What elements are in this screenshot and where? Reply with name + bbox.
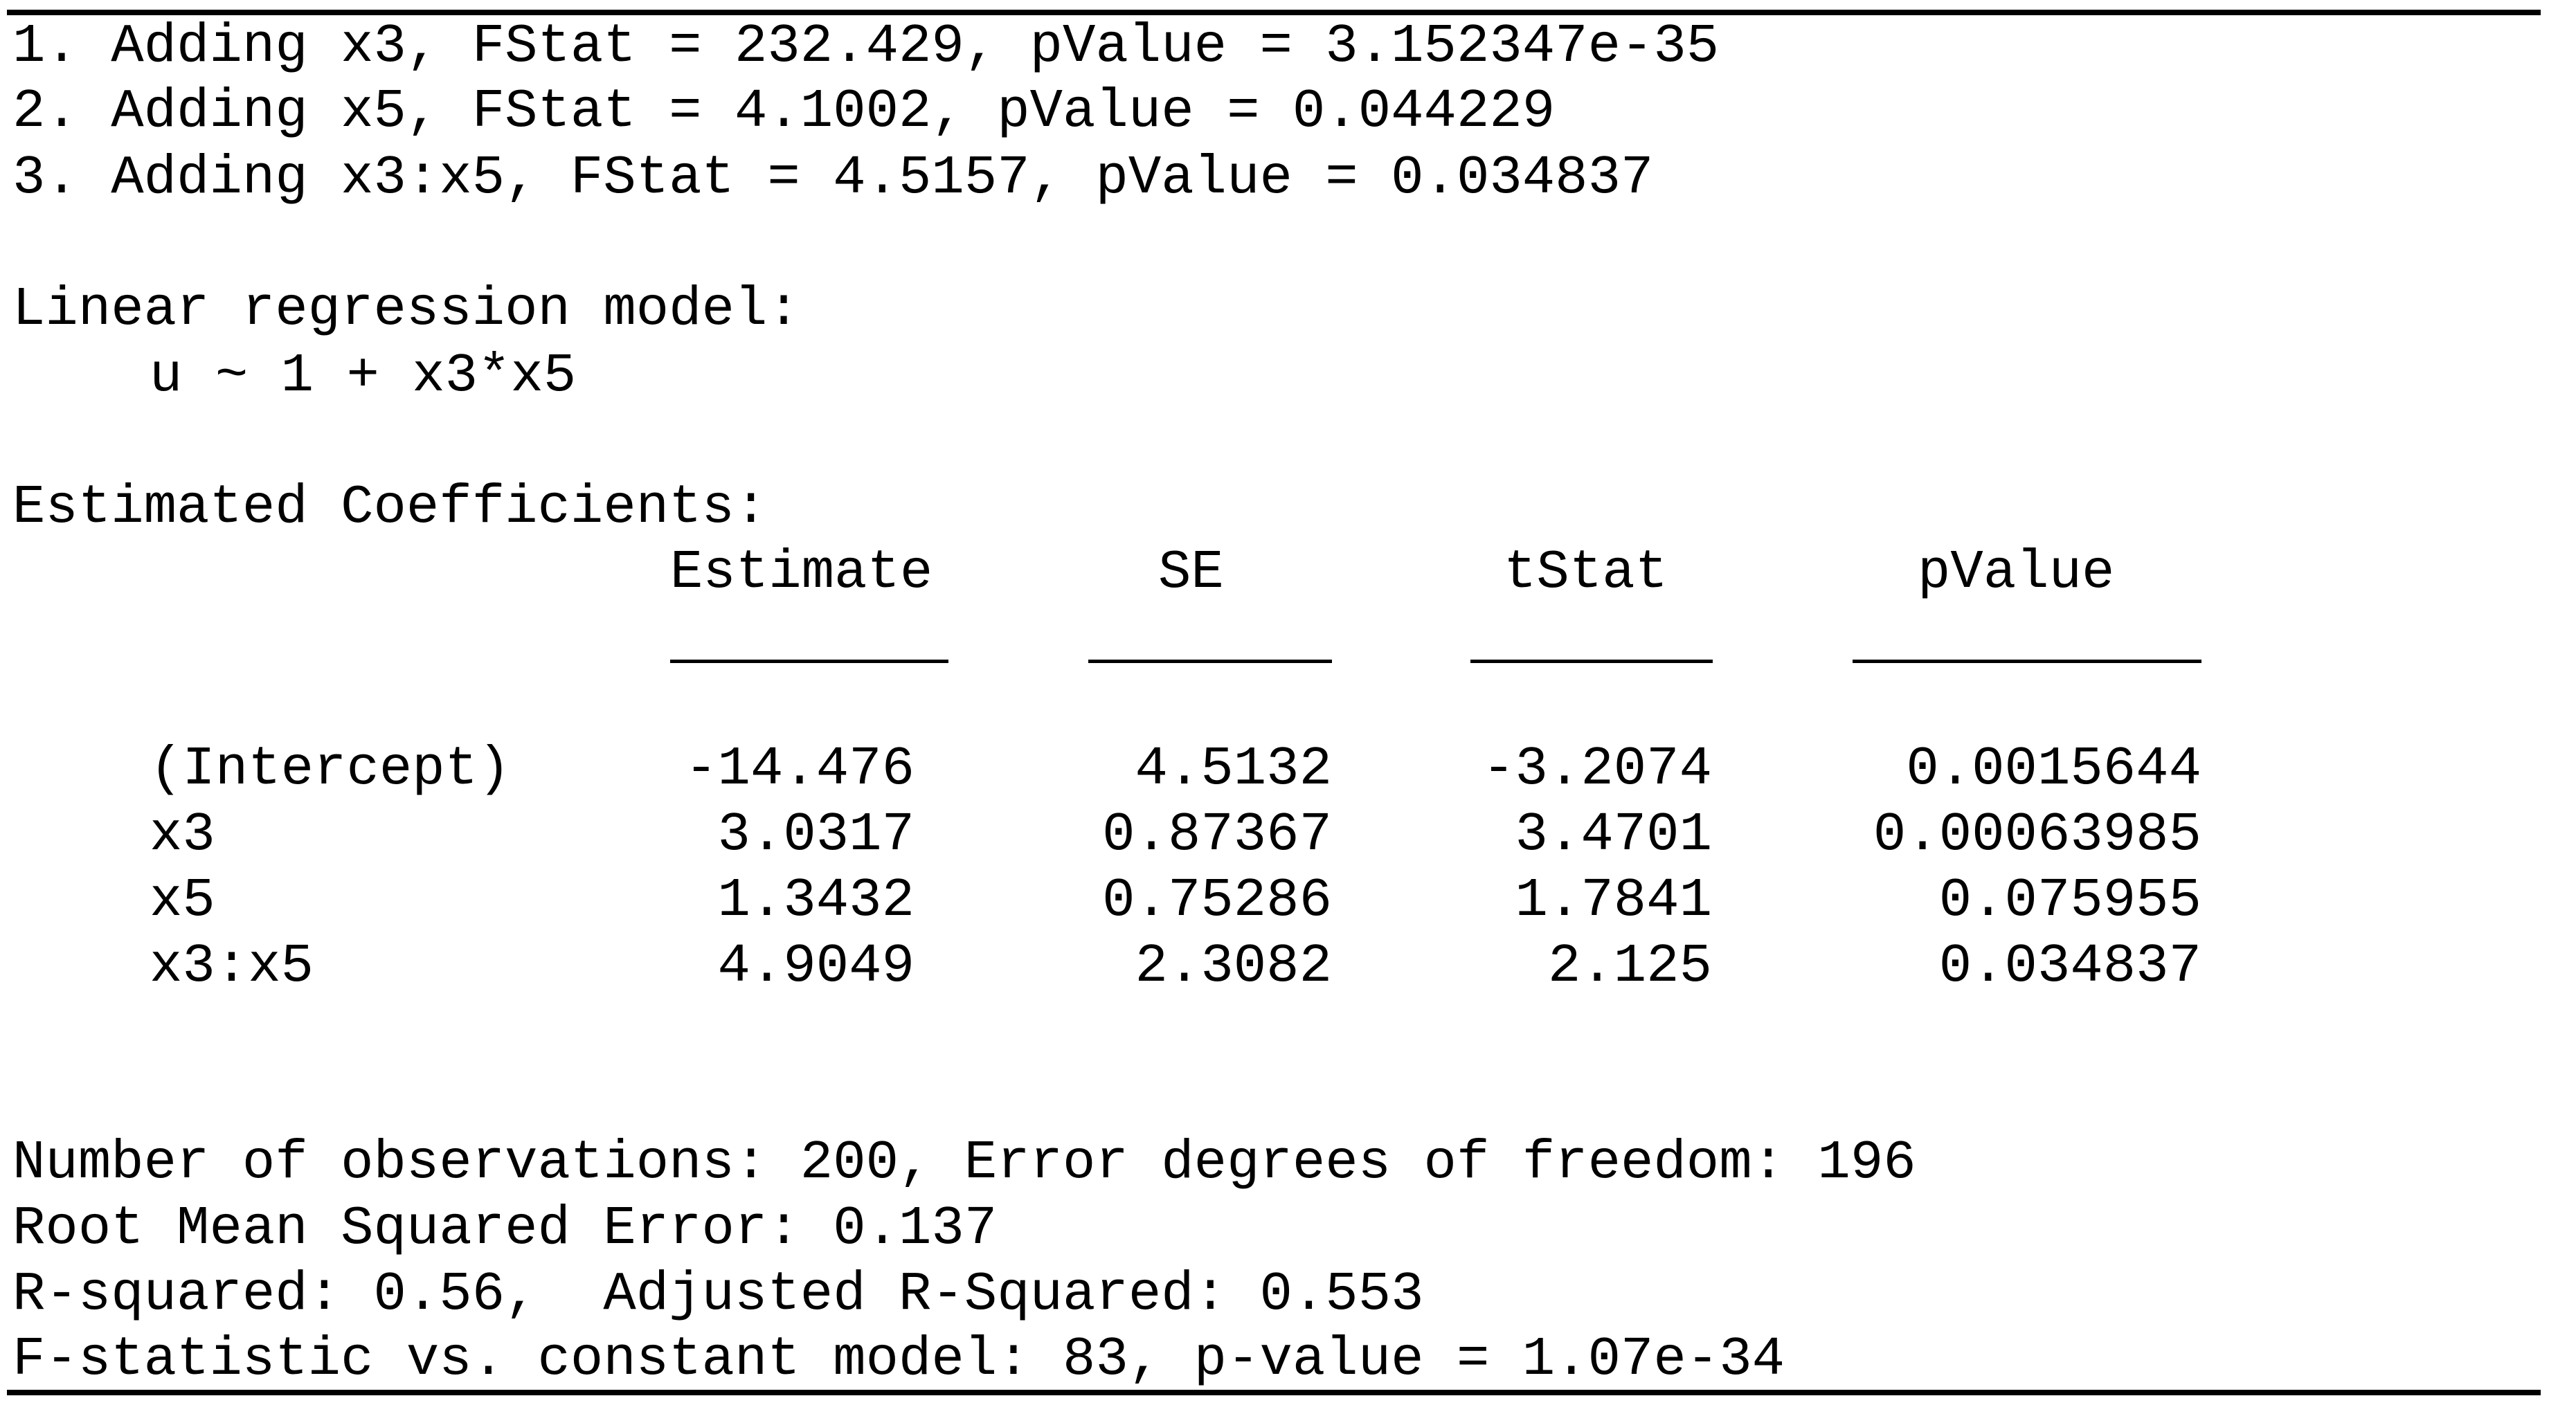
row-x3-pvalue: 0.00063985 (1873, 804, 2201, 866)
header-underline-pvalue (1853, 660, 2201, 663)
row-x3-name: x3 (150, 804, 215, 866)
bottom-rule (7, 1390, 2541, 1395)
header-tstat: tStat (1504, 541, 1668, 604)
row-x5-se: 0.75286 (1102, 869, 1332, 932)
row-x3x5-pvalue: 0.034837 (1938, 935, 2201, 997)
summary-observations: Number of observations: 200, Error degre… (12, 1132, 1916, 1194)
summary-rsquared: R-squared: 0.56, Adjusted R-Squared: 0.5… (12, 1263, 1424, 1325)
row-x3x5-name: x3:x5 (150, 935, 314, 997)
coefficients-title: Estimated Coefficients: (12, 476, 768, 538)
header-underline-se (1088, 660, 1332, 663)
row-x5-name: x5 (150, 869, 215, 932)
summary-rmse: Root Mean Squared Error: 0.137 (12, 1197, 998, 1260)
row-x5-estimate: 1.3432 (717, 869, 915, 932)
row-intercept-name: (Intercept) (150, 738, 511, 800)
header-underline-estimate (670, 660, 948, 663)
row-x3-se: 0.87367 (1102, 804, 1332, 866)
row-x3x5-tstat: 2.125 (1547, 935, 1712, 997)
summary-fstatistic: F-statistic vs. constant model: 83, p-va… (12, 1328, 1785, 1390)
header-pvalue: pValue (1918, 541, 2115, 604)
row-x5-tstat: 1.7841 (1515, 869, 1712, 932)
row-intercept-se: 4.5132 (1135, 738, 1332, 800)
header-se: SE (1158, 541, 1224, 604)
header-estimate: Estimate (670, 541, 933, 604)
top-rule (7, 10, 2541, 15)
header-underline-tstat (1470, 660, 1713, 663)
step-3: 3. Adding x3:x5, FStat = 4.5157, pValue … (12, 147, 1654, 209)
row-x3-estimate: 3.0317 (717, 804, 915, 866)
row-intercept-tstat: -3.2074 (1482, 738, 1712, 800)
row-x3x5-estimate: 4.9049 (717, 935, 915, 997)
row-x3x5-se: 2.3082 (1135, 935, 1332, 997)
row-x5-pvalue: 0.075955 (1938, 869, 2201, 932)
model-title: Linear regression model: (12, 278, 800, 341)
model-formula: u ~ 1 + x3*x5 (150, 345, 577, 407)
row-x3-tstat: 3.4701 (1515, 804, 1712, 866)
row-intercept-pvalue: 0.0015644 (1906, 738, 2201, 800)
row-intercept-estimate: -14.476 (685, 738, 915, 800)
step-1: 1. Adding x3, FStat = 232.429, pValue = … (12, 15, 1720, 78)
step-2: 2. Adding x5, FStat = 4.1002, pValue = 0… (12, 80, 1556, 143)
